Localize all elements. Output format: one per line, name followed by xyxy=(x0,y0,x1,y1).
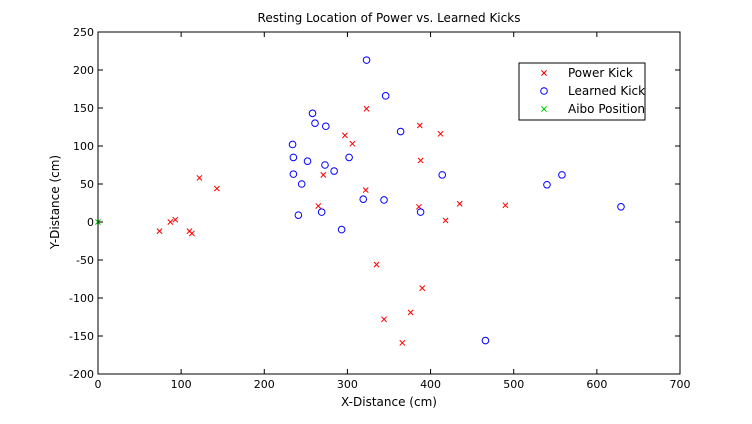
power-kick-point xyxy=(381,316,387,323)
power-kick-point xyxy=(373,261,380,268)
power-kick-point xyxy=(188,230,195,237)
x-tick-label: 600 xyxy=(586,378,607,391)
power-kick-point xyxy=(172,216,179,223)
learned-kick-point xyxy=(294,211,303,219)
learned-kick-point xyxy=(337,225,346,234)
power-kick-point xyxy=(442,217,449,224)
power-kick-point xyxy=(315,203,322,209)
power-kick-point xyxy=(502,202,509,209)
data-points xyxy=(95,56,625,346)
learned-kick-point xyxy=(303,157,312,165)
y-tick-label: 150 xyxy=(73,102,94,115)
power-kick-point xyxy=(167,219,174,225)
power-kick-point xyxy=(213,185,220,192)
learned-kick-point xyxy=(359,195,368,203)
power-kick-point xyxy=(156,228,163,235)
y-tick-label: -150 xyxy=(69,330,94,343)
learned-kick-point xyxy=(308,109,317,118)
power-kick-point xyxy=(341,132,348,139)
x-tick-label: 200 xyxy=(254,378,275,391)
legend: Power Kick Learned Kick Aibo Position xyxy=(518,62,646,121)
learned-kick-point xyxy=(289,153,298,162)
y-tick-label: 50 xyxy=(80,178,94,191)
x-tick-label: 300 xyxy=(337,378,358,391)
learned-kick-point xyxy=(416,208,425,216)
x-axis-title: X-Distance (cm) xyxy=(341,395,437,409)
power-kick-point xyxy=(196,174,203,181)
learned-kick-point xyxy=(289,170,298,178)
legend-label-learned-kick: Learned Kick xyxy=(568,84,645,98)
power-kick-point xyxy=(362,187,369,194)
x-tick-label: 700 xyxy=(670,378,691,391)
learned-kick-point xyxy=(438,171,447,179)
legend-marker-power-kick xyxy=(541,70,547,76)
learned-kick-point xyxy=(481,336,490,345)
power-kick-point xyxy=(456,200,463,207)
learned-kick-point xyxy=(311,119,319,127)
learned-kick-point xyxy=(380,196,388,204)
power-kick-point xyxy=(437,130,444,137)
learned-kick-point xyxy=(617,203,625,211)
power-kick-point xyxy=(363,105,370,112)
x-tick-label: 400 xyxy=(420,378,441,391)
power-kick-point xyxy=(417,157,424,164)
learned-kick-point xyxy=(330,167,338,175)
power-kick-point xyxy=(419,285,426,292)
chart-title: Resting Location of Power vs. Learned Ki… xyxy=(258,11,521,25)
legend-marker-aibo-position xyxy=(541,106,547,112)
y-tick-label: 250 xyxy=(73,26,94,39)
x-tick-label: 100 xyxy=(171,378,192,391)
y-tick-label: -200 xyxy=(69,368,94,381)
power-kick-point xyxy=(416,122,423,129)
learned-kick-point xyxy=(543,180,551,189)
y-tick-label: 200 xyxy=(73,64,94,77)
y-axis-title: Y-Distance (cm) xyxy=(48,155,62,250)
learned-kick-point xyxy=(288,140,297,149)
power-kick-point xyxy=(349,140,356,147)
power-kick-point xyxy=(407,309,414,316)
learned-kick-point xyxy=(362,56,371,64)
learned-kick-point xyxy=(321,161,329,169)
learned-kick-point xyxy=(322,122,330,131)
legend-box xyxy=(518,62,646,121)
x-tick-label: 500 xyxy=(503,378,524,391)
y-tick-label: 0 xyxy=(87,216,94,229)
x-tick-label: 0 xyxy=(95,378,102,391)
power-kick-point xyxy=(399,339,406,346)
legend-label-power-kick: Power Kick xyxy=(568,66,633,80)
y-tick-label: 100 xyxy=(73,140,94,153)
y-tick-label: -100 xyxy=(69,292,94,305)
learned-kick-point xyxy=(558,171,566,179)
power-kick-point xyxy=(320,171,327,178)
learned-kick-point xyxy=(297,180,306,188)
axis-ticks: 0 100 200 300 400 500 600 700 -200 -150 -100 -50 0 50… xyxy=(69,26,690,391)
legend-label-aibo-position: Aibo Position xyxy=(568,102,645,116)
learned-kick-point xyxy=(381,92,390,100)
learned-kick-point xyxy=(317,208,326,216)
legend-marker-learned-kick xyxy=(540,87,548,95)
learned-kick-point xyxy=(396,127,405,136)
learned-kick-point xyxy=(345,153,353,162)
y-tick-label: -50 xyxy=(76,254,94,267)
plot-frame xyxy=(97,31,681,375)
